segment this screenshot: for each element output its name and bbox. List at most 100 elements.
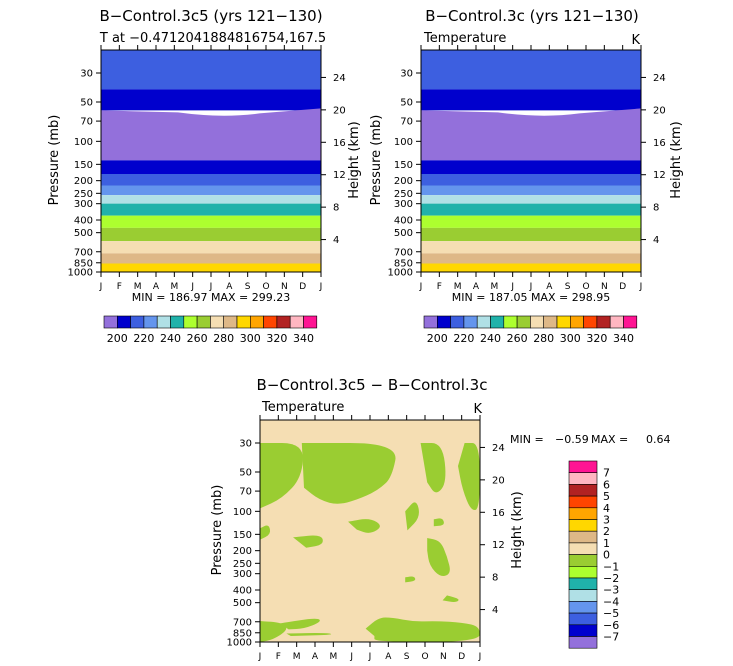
panel1-height-axis-label: Height (km): [347, 121, 362, 198]
panel3-negative-region: [293, 535, 323, 548]
panel1-colorbar-cell: [183, 315, 198, 329]
panel3-colorbar-label: 5: [603, 490, 610, 503]
panel1-band: [101, 160, 321, 175]
panel2-band: [421, 253, 641, 264]
panel1-month-label: M: [170, 282, 178, 292]
panel2-pressure-tick-label: 1000: [388, 268, 413, 279]
panel2-pressure-tick-label: 30: [400, 69, 413, 80]
panel2-band: [421, 185, 641, 196]
panel2-colorbar-cell: [463, 315, 478, 329]
panel2-band: [421, 89, 641, 111]
panel2-colorbar-label: 280: [533, 332, 554, 345]
panel3-negative-region: [405, 576, 416, 583]
panel2-month-label: J: [419, 282, 423, 292]
panel3-colorbar-cell: [568, 554, 598, 567]
panel2-band: [421, 174, 641, 186]
panel2-colorbar-cell: [450, 315, 465, 329]
panel3-colorbar-label: 7: [603, 467, 610, 480]
panel3-negative-region: [442, 595, 459, 602]
panel3-colorbar-label: −6: [603, 619, 619, 632]
panel3-colorbar-label: 3: [603, 514, 610, 527]
panel3-colorbar-cell: [568, 566, 598, 579]
panel1-height-tick-label: 4: [333, 235, 339, 246]
panel2-colorbar: 200 220 240 260 280 300 320 340: [423, 315, 638, 345]
panel1-min-max: MIN = 186.97 MAX = 299.23: [132, 291, 290, 304]
panel3-colorbar-label: −4: [603, 595, 619, 608]
panel2-colorbar-cell: [476, 315, 491, 329]
panel3-max-value: 0.64: [646, 433, 671, 446]
panel3-colorbar-cell: [568, 589, 598, 602]
panel2-month-label: J: [510, 282, 514, 292]
panel3-colorbar-cell: [568, 507, 598, 520]
panel1-month-label: N: [281, 282, 288, 292]
panel3-pressure-tick-label: 500: [233, 598, 252, 609]
panel3-pressure-tick-label: 300: [233, 569, 252, 580]
panel3-colorbar-cell: [568, 460, 598, 473]
panel3-colorbar-cell: [568, 472, 598, 485]
panel3-pressure-axis-label: Pressure (mb): [210, 485, 225, 576]
panel3-colorbar-label: 2: [603, 525, 610, 538]
panel-control-3c: B−Control.3c (yrs 121−130) Temperature K…: [369, 7, 684, 345]
panel3-pressure-tick-label: 70: [239, 487, 252, 498]
panel2-pressure-tick-label: 850: [394, 258, 413, 269]
panel1-month-label: J: [319, 282, 323, 292]
panel1-band: [101, 203, 321, 216]
panel1-pressure-tick-label: 700: [74, 247, 93, 258]
panel3-colorbar-label: −2: [603, 572, 619, 585]
panel2-colorbar-cell: [490, 315, 505, 329]
panel3-units: K: [473, 402, 482, 417]
panel1-height-tick-label: 16: [333, 138, 346, 149]
panel3-negative-region: [433, 518, 444, 527]
panel3-colorbar-cell: [568, 542, 598, 555]
panel3-height-axis-label: Height (km): [510, 491, 525, 568]
panel1-month-label: D: [299, 282, 306, 292]
panel1-height-tick-label: 12: [333, 170, 346, 181]
panel3-pressure-tick-label: 250: [233, 559, 252, 570]
panel2-colorbar-cell: [609, 315, 624, 329]
panel3-negative-region: [260, 525, 271, 540]
panel1-band: [101, 89, 321, 111]
panel1-pressure-tick-label: 70: [80, 117, 93, 128]
panel1-height-tick-label: 20: [333, 105, 346, 116]
panel1-colorbar-cell: [289, 315, 304, 329]
panel1-band: [101, 241, 321, 254]
panel2-pressure-tick-label: 50: [400, 97, 413, 108]
panel2-subtitle: Temperature: [423, 31, 506, 46]
panel2-month-label: J: [529, 282, 533, 292]
panel1-colorbar-label: 300: [240, 332, 261, 345]
panel1-colorbar-label: 240: [160, 332, 181, 345]
panel1-pressure-tick-label: 300: [74, 199, 93, 210]
panel1-title: B−Control.3c5 (yrs 121−130): [99, 7, 322, 25]
panel2-title: B−Control.3c (yrs 121−130): [425, 7, 639, 25]
panel2-min-max: MIN = 187.05 MAX = 298.95: [452, 291, 610, 304]
panel1-month-label: O: [262, 282, 269, 292]
panel1-colorbar-cell: [196, 315, 211, 329]
panel3-height-tick-label: 8: [492, 573, 498, 584]
panel1-colorbar-cell: [276, 315, 291, 329]
panel3-pressure-tick-label: 850: [233, 628, 252, 639]
panel1-month-label: J: [99, 282, 103, 292]
panel1-colorbar-cell: [303, 315, 318, 329]
panel1-pressure-tick-label: 150: [74, 160, 93, 171]
panel1-height-tick-label: 8: [333, 203, 339, 214]
panel3-height-tick-label: 24: [492, 443, 505, 454]
panel3-pressure-tick-label: 30: [239, 439, 252, 450]
panel1-colorbar-cell: [130, 315, 145, 329]
panel2-colorbar-cell: [556, 315, 571, 329]
panel3-colorbar-cell: [568, 601, 598, 614]
panel3-colorbar-cell: [568, 612, 598, 626]
panel3-negative-region: [365, 617, 480, 642]
panel3-pressure-tick-label: 400: [233, 586, 252, 597]
panel3-pressure-tick-label: 700: [233, 617, 252, 628]
panel1-band: [101, 227, 321, 242]
panel3-negative-region: [427, 538, 450, 576]
panel3-month-label: A: [312, 652, 319, 662]
panel3-colorbar-label: −5: [603, 607, 619, 620]
panel3-negative-region: [260, 620, 287, 642]
panel1-colorbar-label: 200: [107, 332, 128, 345]
panel3-month-label: O: [421, 652, 428, 662]
panel-difference: B−Control.3c5 − B−Control.3c Temperature…: [210, 376, 671, 662]
panel2-month-label: J: [639, 282, 643, 292]
panel1-colorbar: 200 220 240 260 280 300 320 340: [103, 315, 318, 345]
panel2-height-tick-label: 16: [653, 138, 666, 149]
